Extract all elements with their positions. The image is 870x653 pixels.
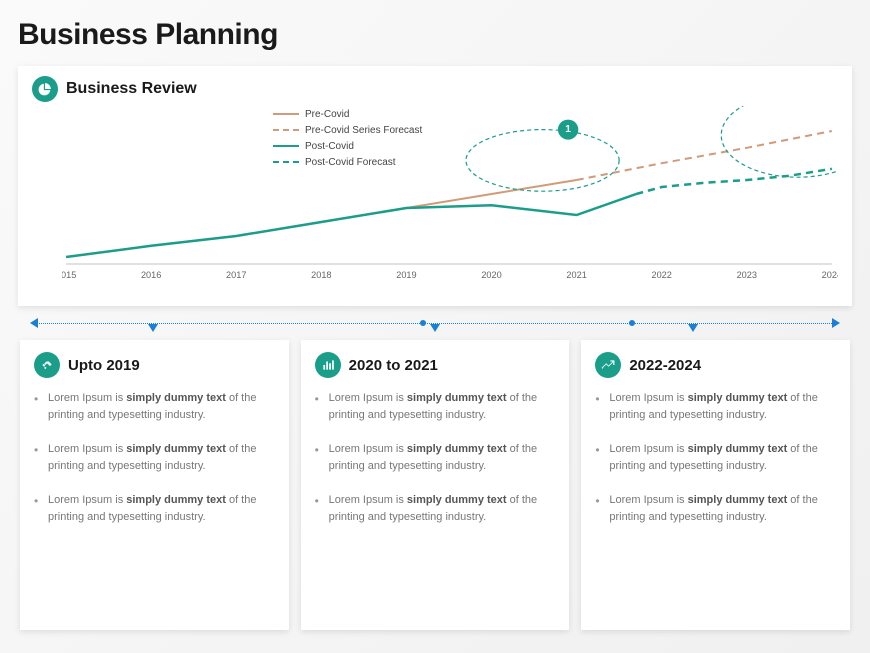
callout-ellipse bbox=[721, 106, 838, 177]
list-item: Lorem Ipsum is simply dummy text of the … bbox=[315, 390, 556, 423]
slide-page: Business Planning Business Review Pre-Co… bbox=[0, 0, 870, 653]
bullet-list: Lorem Ipsum is simply dummy text of the … bbox=[34, 390, 275, 525]
page-title: Business Planning bbox=[18, 18, 852, 52]
chart-series bbox=[577, 131, 832, 180]
connector-drop-arrow bbox=[688, 324, 698, 332]
chart-title: Business Review bbox=[66, 80, 197, 98]
list-item: Lorem Ipsum is simply dummy text of the … bbox=[34, 390, 275, 423]
connector-arrow-right bbox=[832, 318, 840, 328]
bar-chart-icon bbox=[315, 352, 341, 378]
bullet-list: Lorem Ipsum is simply dummy text of the … bbox=[595, 390, 836, 525]
list-item: Lorem Ipsum is simply dummy text of the … bbox=[34, 492, 275, 525]
card-header: 2020 to 2021 bbox=[315, 352, 556, 378]
svg-text:2023: 2023 bbox=[737, 270, 757, 280]
callout-ellipse bbox=[466, 130, 619, 192]
growth-chart-icon bbox=[595, 352, 621, 378]
chart-series bbox=[66, 194, 636, 257]
list-item: Lorem Ipsum is simply dummy text of the … bbox=[315, 441, 556, 474]
info-card: 2020 to 2021 Lorem Ipsum is simply dummy … bbox=[301, 340, 570, 630]
info-card: Upto 2019 Lorem Ipsum is simply dummy tex… bbox=[20, 340, 289, 630]
list-item: Lorem Ipsum is simply dummy text of the … bbox=[595, 390, 836, 423]
svg-text:2020: 2020 bbox=[481, 270, 501, 280]
svg-text:2016: 2016 bbox=[141, 270, 161, 280]
svg-text:2022: 2022 bbox=[651, 270, 671, 280]
timeline-connector bbox=[32, 310, 838, 338]
connector-dot bbox=[629, 320, 635, 326]
info-card: 2022-2024 Lorem Ipsum is simply dummy tex… bbox=[581, 340, 850, 630]
list-item: Lorem Ipsum is simply dummy text of the … bbox=[595, 441, 836, 474]
list-item: Lorem Ipsum is simply dummy text of the … bbox=[315, 492, 556, 525]
card-title: Upto 2019 bbox=[68, 357, 140, 374]
connector-drop-arrow bbox=[430, 324, 440, 332]
svg-text:2019: 2019 bbox=[396, 270, 416, 280]
card-title: 2020 to 2021 bbox=[349, 357, 438, 374]
connector-arrow-left bbox=[30, 318, 38, 328]
chart-series bbox=[66, 180, 577, 257]
pie-chart-icon bbox=[32, 76, 58, 102]
svg-text:2015: 2015 bbox=[62, 270, 76, 280]
list-item: Lorem Ipsum is simply dummy text of the … bbox=[595, 492, 836, 525]
chart-series bbox=[636, 169, 832, 194]
svg-text:2021: 2021 bbox=[566, 270, 586, 280]
card-header: 2022-2024 bbox=[595, 352, 836, 378]
info-cards-row: Upto 2019 Lorem Ipsum is simply dummy tex… bbox=[18, 340, 852, 630]
card-title: 2022-2024 bbox=[629, 357, 701, 374]
connector-dot bbox=[420, 320, 426, 326]
callout-number: 1 bbox=[565, 124, 571, 135]
connector-drop-arrow bbox=[148, 324, 158, 332]
chart-header: Business Review bbox=[32, 76, 838, 102]
svg-text:2024: 2024 bbox=[822, 270, 838, 280]
chart-plot-area: 1001201401601802002015201620172018201920… bbox=[62, 106, 838, 282]
card-header: Upto 2019 bbox=[34, 352, 275, 378]
svg-text:2018: 2018 bbox=[311, 270, 331, 280]
svg-text:2017: 2017 bbox=[226, 270, 246, 280]
list-item: Lorem Ipsum is simply dummy text of the … bbox=[34, 441, 275, 474]
bullet-list: Lorem Ipsum is simply dummy text of the … bbox=[315, 390, 556, 525]
chart-card: Business Review Pre-CovidPre-Covid Serie… bbox=[18, 66, 852, 306]
handshake-icon bbox=[34, 352, 60, 378]
